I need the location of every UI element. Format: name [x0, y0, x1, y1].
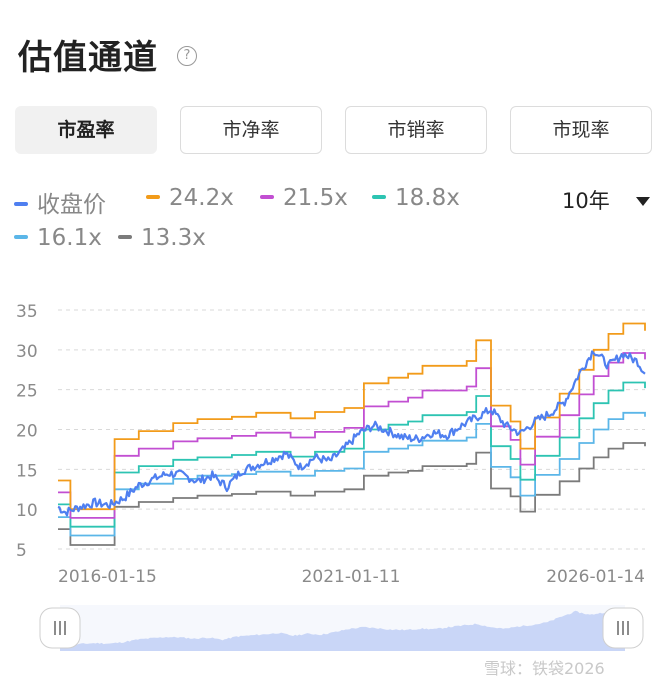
legend-swatch-13x [118, 234, 132, 239]
valuation-channel-chart: 5 10 15 20 25 30 35 2016-01-15 2021-01-11 2026-0… [16, 302, 646, 587]
series-line-close [57, 350, 646, 517]
question-circle-icon[interactable]: ? [177, 46, 197, 66]
legend-label-21x: 21.5x [283, 185, 348, 211]
legend-label-24x: 24.2x [169, 185, 234, 211]
tab-pcf[interactable]: 市现率 [510, 106, 652, 154]
series-line-1 [58, 322, 646, 511]
series-line-2 [58, 352, 646, 519]
y-tick-label: 15 [16, 461, 38, 481]
navigator-handle-left[interactable] [39, 607, 81, 649]
legend-label-close: 收盘价 [37, 192, 106, 218]
legend-item-21x[interactable]: 21.5x [260, 185, 348, 211]
caret-down-icon[interactable] [636, 197, 650, 206]
x-tick-label: 2021-01-11 [302, 567, 401, 587]
tab-pb[interactable]: 市净率 [180, 106, 322, 154]
y-tick-label: 5 [16, 541, 27, 561]
range-navigator[interactable] [0, 600, 670, 660]
legend-swatch-24x [146, 194, 160, 199]
chart-series [57, 322, 646, 546]
navigator-handle-right[interactable] [602, 607, 644, 649]
x-tick-label: 2016-01-15 [58, 567, 157, 587]
navigator-area [60, 610, 625, 651]
legend-item-18x[interactable]: 18.8x [372, 185, 460, 211]
legend-label-16x: 16.1x [37, 225, 102, 251]
x-axis-ticks: 2016-01-15 2021-01-11 2026-01-14 [58, 567, 645, 587]
legend-item-close[interactable]: 收盘价 [14, 185, 106, 219]
valuation-metric-tabs: 市盈率 市净率 市销率 市现率 [15, 106, 655, 156]
legend-item-13x[interactable]: 13.3x [118, 225, 206, 251]
page-title: 估值通道 [18, 38, 158, 78]
legend-item-16x[interactable]: 16.1x [14, 225, 102, 251]
y-tick-label: 35 [16, 302, 38, 322]
y-tick-label: 20 [16, 422, 38, 442]
y-tick-label: 10 [16, 501, 38, 521]
legend-label-13x: 13.3x [141, 225, 206, 251]
x-tick-label: 2026-01-14 [546, 567, 645, 587]
legend-swatch-16x [14, 234, 28, 239]
range-selector[interactable]: 10年 [562, 189, 610, 213]
legend-swatch-close [14, 201, 28, 206]
legend-item-24x[interactable]: 24.2x [146, 185, 234, 211]
series-line-5 [58, 442, 646, 546]
tab-ps[interactable]: 市销率 [345, 106, 487, 154]
tab-pe[interactable]: 市盈率 [15, 106, 157, 154]
y-tick-label: 30 [16, 342, 38, 362]
watermark: 雪球：铁袋2026 [484, 659, 605, 678]
chart-grid [58, 309, 645, 550]
legend-label-18x: 18.8x [395, 185, 460, 211]
legend-swatch-21x [260, 194, 274, 199]
y-axis-ticks: 5 10 15 20 25 30 35 [16, 302, 38, 561]
legend-swatch-18x [372, 194, 386, 199]
y-tick-label: 25 [16, 382, 38, 402]
series-line-3 [58, 381, 646, 528]
